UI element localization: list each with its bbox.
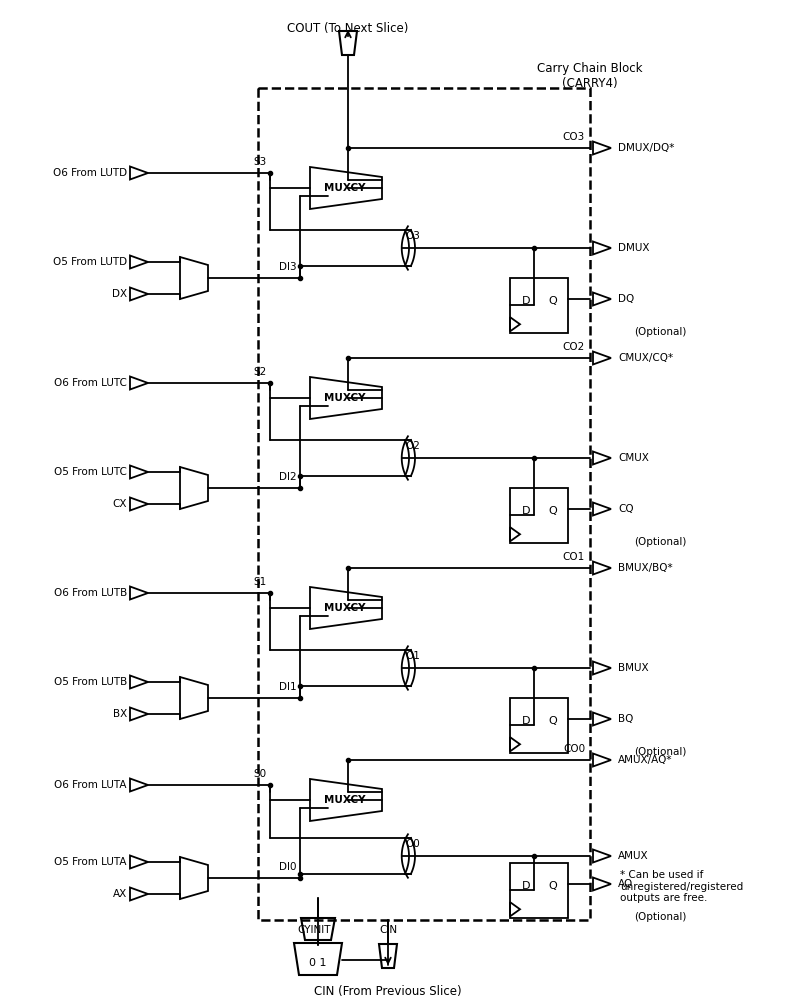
Text: S3: S3 xyxy=(254,157,267,167)
Text: D: D xyxy=(521,716,530,726)
Text: (Optional): (Optional) xyxy=(634,747,686,757)
Text: DI3: DI3 xyxy=(279,262,297,272)
Text: CMUX: CMUX xyxy=(618,453,649,463)
Text: CO2: CO2 xyxy=(563,342,585,352)
Text: DQ: DQ xyxy=(618,294,634,304)
Text: S2: S2 xyxy=(254,367,267,377)
Text: (Optional): (Optional) xyxy=(634,912,686,922)
Bar xyxy=(510,698,568,752)
Text: AMUX/AQ*: AMUX/AQ* xyxy=(618,755,673,765)
Text: Q: Q xyxy=(548,506,557,516)
Text: DI1: DI1 xyxy=(279,682,297,692)
Text: BQ: BQ xyxy=(618,714,634,724)
Text: CO1: CO1 xyxy=(563,552,585,562)
Text: O1: O1 xyxy=(405,651,421,661)
Text: Carry Chain Block
(CARRY4): Carry Chain Block (CARRY4) xyxy=(537,62,642,90)
Text: CQ: CQ xyxy=(618,504,634,514)
Text: O6 From LUTB: O6 From LUTB xyxy=(53,588,127,598)
Bar xyxy=(510,488,568,542)
Text: BMUX/BQ*: BMUX/BQ* xyxy=(618,563,673,573)
Text: CO0: CO0 xyxy=(563,744,585,754)
Text: O5 From LUTD: O5 From LUTD xyxy=(53,257,127,267)
Bar xyxy=(258,88,590,920)
Text: BX: BX xyxy=(113,709,127,719)
Text: (Optional): (Optional) xyxy=(634,327,686,337)
Text: D: D xyxy=(521,296,530,306)
Text: CYINIT: CYINIT xyxy=(297,925,330,935)
Text: 0 1: 0 1 xyxy=(310,958,326,968)
Text: Q: Q xyxy=(548,716,557,726)
Text: COUT (To Next Slice): COUT (To Next Slice) xyxy=(287,22,409,35)
Text: AMUX: AMUX xyxy=(618,851,649,861)
Text: MUXCY: MUXCY xyxy=(324,393,365,403)
Text: S0: S0 xyxy=(254,769,267,779)
Text: CIN: CIN xyxy=(379,925,397,935)
Text: Q: Q xyxy=(548,296,557,306)
Text: O0: O0 xyxy=(405,839,421,849)
Text: DI2: DI2 xyxy=(279,472,297,482)
Text: MUXCY: MUXCY xyxy=(324,603,365,613)
Text: DMUX/DQ*: DMUX/DQ* xyxy=(618,143,674,153)
Text: O2: O2 xyxy=(405,441,421,451)
Text: BMUX: BMUX xyxy=(618,663,649,673)
Text: O5 From LUTA: O5 From LUTA xyxy=(54,857,127,867)
Text: DX: DX xyxy=(112,289,127,299)
Text: S1: S1 xyxy=(254,577,267,587)
Text: O5 From LUTB: O5 From LUTB xyxy=(53,677,127,687)
Text: O6 From LUTD: O6 From LUTD xyxy=(53,168,127,178)
Text: AQ: AQ xyxy=(618,879,634,889)
Text: O5 From LUTC: O5 From LUTC xyxy=(54,467,127,477)
Text: DMUX: DMUX xyxy=(618,243,650,253)
Text: CX: CX xyxy=(113,499,127,509)
Text: D: D xyxy=(521,506,530,516)
Text: CO3: CO3 xyxy=(563,132,585,142)
Text: O3: O3 xyxy=(405,231,421,241)
Text: AX: AX xyxy=(113,889,127,899)
Text: CMUX/CQ*: CMUX/CQ* xyxy=(618,353,674,363)
Bar xyxy=(510,862,568,918)
Text: DI0: DI0 xyxy=(279,862,297,872)
Text: MUXCY: MUXCY xyxy=(324,183,365,193)
Text: MUXCY: MUXCY xyxy=(324,795,365,805)
Text: * Can be used if
unregistered/registered
outputs are free.: * Can be used if unregistered/registered… xyxy=(620,870,743,903)
Text: O6 From LUTC: O6 From LUTC xyxy=(54,378,127,388)
Text: Q: Q xyxy=(548,881,557,891)
Text: (Optional): (Optional) xyxy=(634,537,686,547)
Bar xyxy=(510,277,568,332)
Text: O6 From LUTA: O6 From LUTA xyxy=(54,780,127,790)
Text: D: D xyxy=(521,881,530,891)
Text: CIN (From Previous Slice): CIN (From Previous Slice) xyxy=(314,985,462,998)
